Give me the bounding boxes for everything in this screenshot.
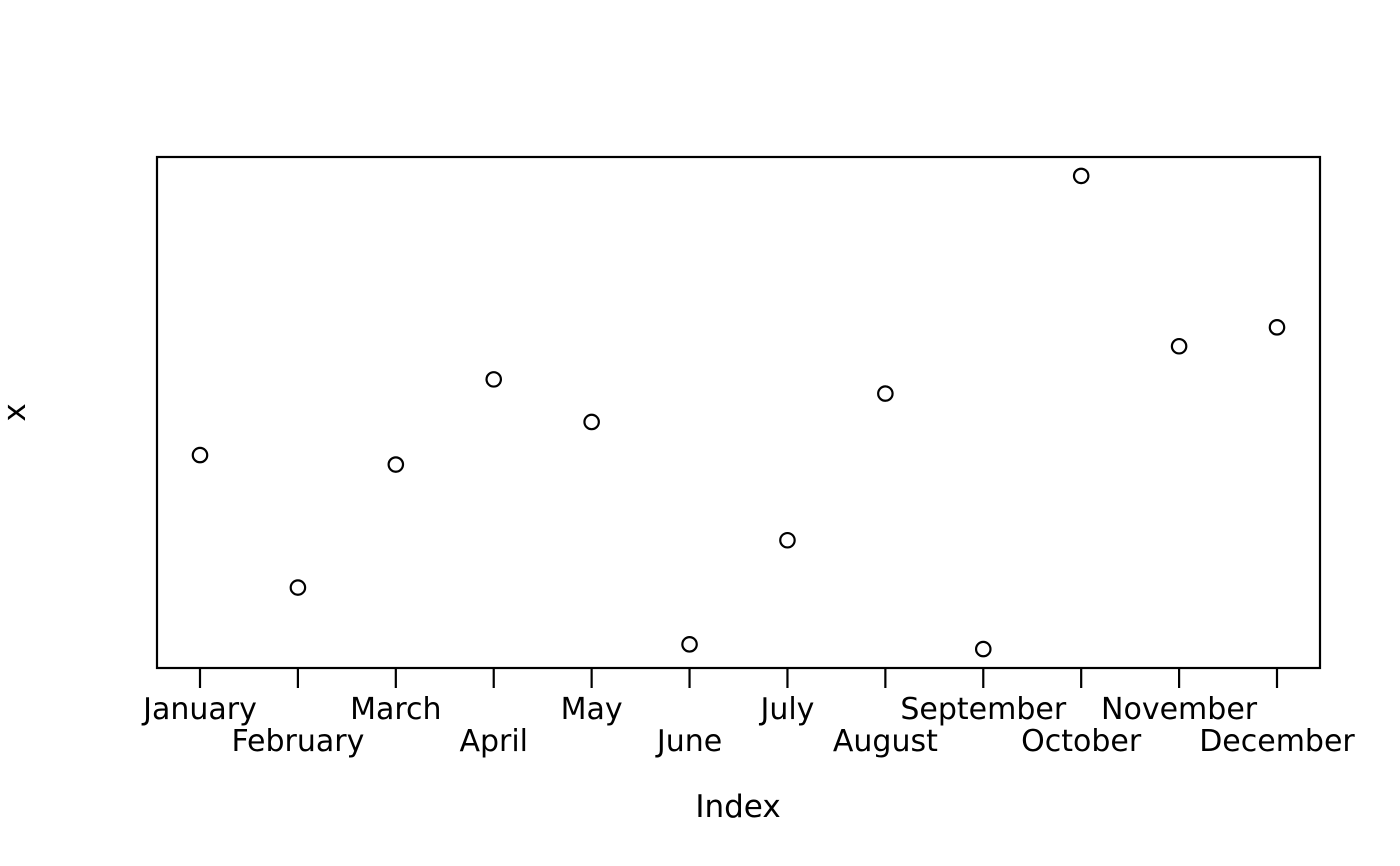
x-tick-label-may: May <box>561 692 623 727</box>
x-axis-label: Index <box>695 789 780 825</box>
data-point-december <box>1268 319 1286 336</box>
data-point-november <box>1170 337 1188 355</box>
x-tick-label-april: April <box>459 724 528 759</box>
data-points <box>191 167 1286 658</box>
data-point-october <box>1072 167 1090 185</box>
x-tick-label-march: March <box>350 692 441 727</box>
data-point-june <box>681 636 698 653</box>
data-point-may <box>583 413 600 431</box>
x-tick-label-december: December <box>1199 724 1355 759</box>
x-tick-label-august: August <box>833 724 938 759</box>
data-point-august <box>877 385 894 402</box>
data-point-february <box>289 579 307 596</box>
data-point-march <box>387 456 405 473</box>
x-tick-label-january: January <box>141 692 257 727</box>
x-tick-label-october: October <box>1021 724 1142 759</box>
data-point-january <box>191 446 209 464</box>
x-tick-label-september: September <box>900 692 1066 727</box>
data-point-april <box>485 371 503 388</box>
data-point-july <box>779 531 796 549</box>
y-axis-label: x <box>0 403 33 421</box>
data-point-september <box>974 640 992 658</box>
x-tick-label-november: November <box>1101 692 1258 727</box>
x-axis-ticks <box>198 668 1279 688</box>
x-tick-label-february: February <box>231 724 364 759</box>
x-tick-label-june: June <box>655 724 722 759</box>
plot-border <box>155 155 1322 670</box>
x-tick-label-july: July <box>758 692 814 727</box>
